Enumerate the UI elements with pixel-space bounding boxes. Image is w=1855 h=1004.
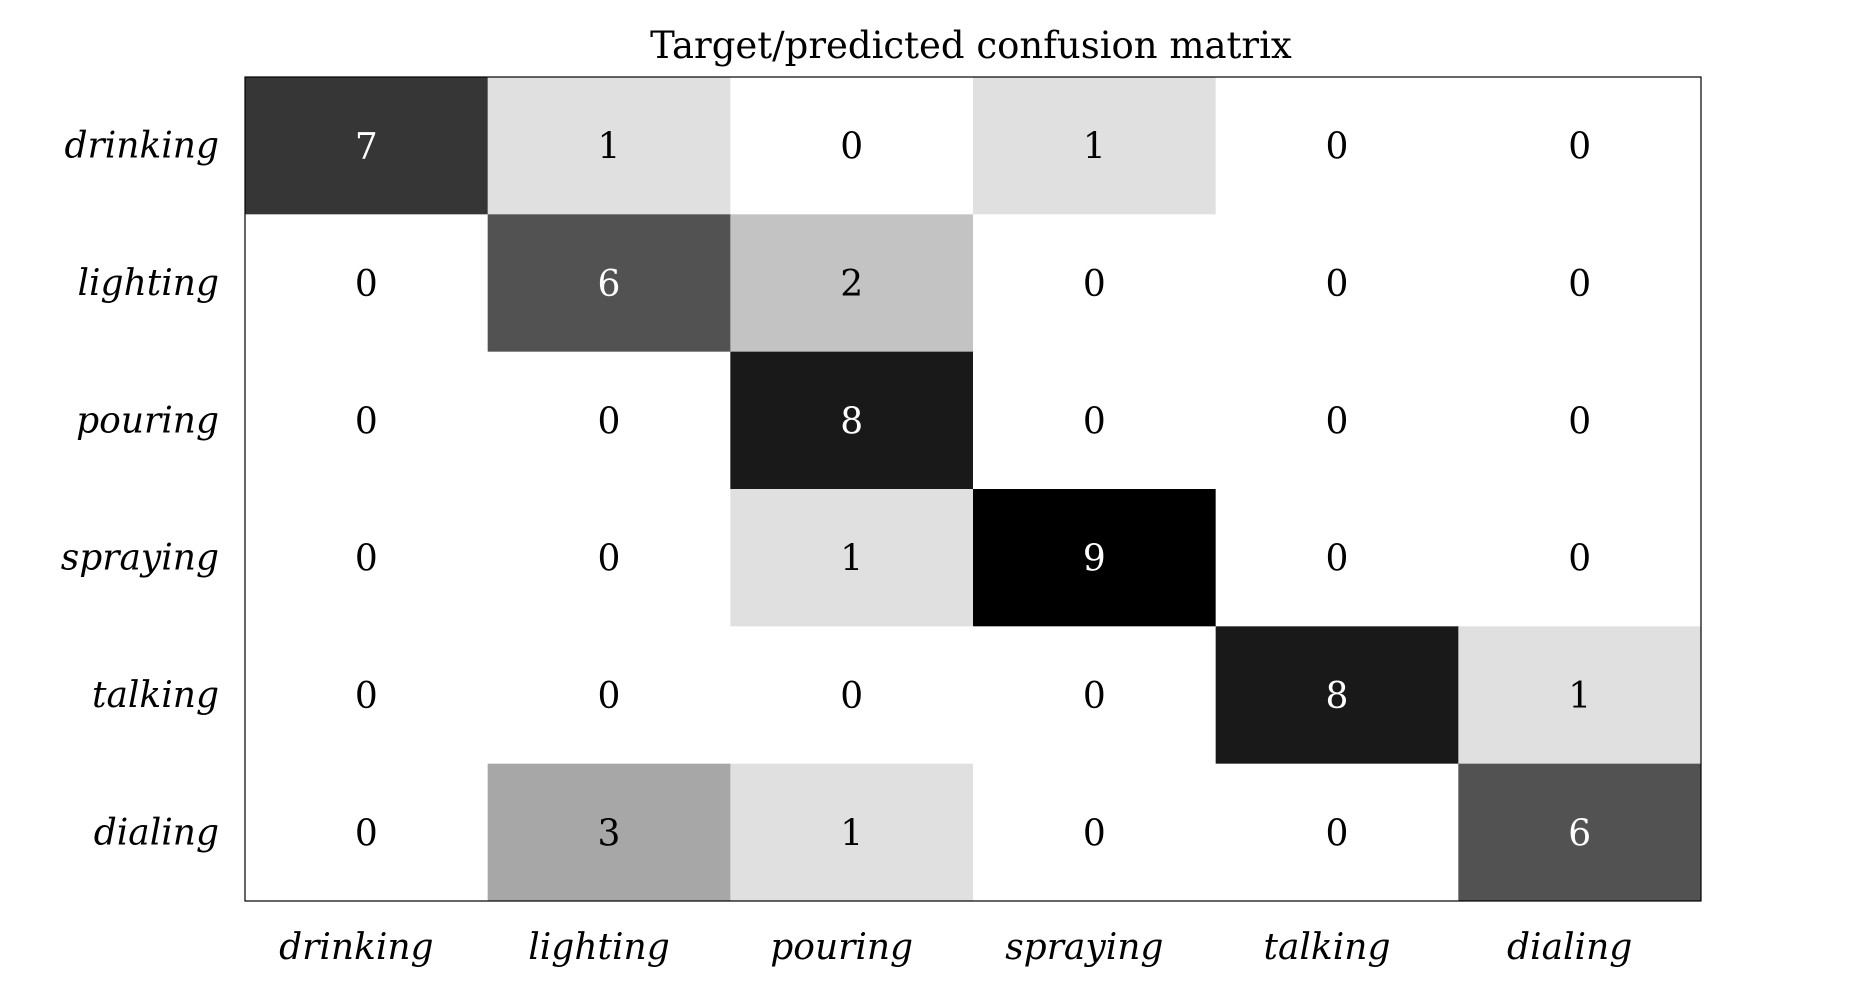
matrix-cell-lighting-dialing	[1458, 214, 1702, 353]
matrix-value-label: 0	[1083, 676, 1106, 717]
matrix-value-labels: 7 1 0 1 0 0 0 6 2 0 0 0 0 0 8 0 0 0 0 0 1 9 0 0 0 0 0 0 8 1 0 3 1 0 0 6	[355, 127, 1591, 855]
matrix-value-label: 0	[1568, 264, 1591, 305]
matrix-value-label: 0	[1568, 401, 1591, 442]
matrix-cell-spraying-lighting	[487, 489, 731, 627]
matrix-cell-pouring-talking	[1215, 351, 1459, 490]
column-label-talking: talking	[1263, 927, 1390, 968]
matrix-cell-pouring-dialing	[1458, 351, 1702, 490]
row-label-dialing: dialing	[94, 812, 219, 853]
column-label-drinking: drinking	[279, 927, 434, 968]
matrix-cell-drinking-spraying	[973, 77, 1217, 215]
matrix-cell-lighting-pouring	[730, 214, 974, 353]
chart-title: Target/predicted confusion matrix	[650, 24, 1292, 67]
matrix-value-label: 1	[1083, 127, 1106, 168]
matrix-cell-talking-spraying	[973, 626, 1217, 765]
matrix-value-label: 2	[840, 264, 863, 305]
column-labels: drinking lighting pouring spraying talking di…	[279, 927, 1632, 968]
matrix-cell-lighting-talking	[1215, 214, 1459, 353]
column-label-pouring: pouring	[770, 927, 913, 968]
matrix-value-label: 3	[598, 813, 621, 854]
column-label-dialing: dialing	[1507, 927, 1632, 968]
matrix-value-label: 1	[840, 813, 863, 854]
matrix-cell-spraying-talking	[1215, 489, 1459, 627]
row-label-drinking: drinking	[64, 126, 219, 167]
matrix-value-label: 1	[840, 539, 863, 580]
matrix-value-label: 0	[355, 401, 378, 442]
matrix-value-label: 0	[840, 127, 863, 168]
matrix-cell-pouring-spraying	[973, 351, 1217, 490]
matrix-value-label: 0	[1326, 401, 1349, 442]
matrix-cell-spraying-pouring	[730, 489, 974, 627]
matrix-cell-lighting-spraying	[973, 214, 1217, 353]
matrix-value-label: 8	[840, 401, 863, 442]
matrix-cell-spraying-dialing	[1458, 489, 1702, 627]
matrix-value-label: 0	[598, 401, 621, 442]
matrix-cell-talking-dialing	[1458, 626, 1702, 765]
matrix-cell-talking-pouring	[730, 626, 974, 765]
matrix-cell-dialing-pouring	[730, 763, 974, 902]
matrix-cell-drinking-talking	[1215, 77, 1459, 215]
matrix-value-label: 1	[598, 127, 621, 168]
matrix-value-label: 0	[598, 676, 621, 717]
matrix-value-label: 1	[1568, 676, 1591, 717]
row-label-spraying: spraying	[61, 538, 219, 579]
matrix-cell-talking-talking	[1215, 626, 1459, 765]
matrix-cell-lighting-lighting	[487, 214, 731, 353]
matrix-value-label: 6	[1568, 813, 1591, 854]
row-label-talking: talking	[92, 675, 219, 716]
matrix-cell-pouring-pouring	[730, 351, 974, 490]
matrix-cell-pouring-lighting	[487, 351, 731, 490]
matrix-cell-talking-lighting	[487, 626, 731, 765]
matrix-cell-dialing-talking	[1215, 763, 1459, 902]
matrix-cell-pouring-drinking	[245, 351, 489, 490]
matrix-value-label: 7	[355, 127, 378, 168]
matrix-cell-dialing-dialing	[1458, 763, 1702, 902]
matrix-cell-drinking-dialing	[1458, 77, 1702, 215]
matrix-value-label: 0	[1326, 127, 1349, 168]
matrix-cell-spraying-drinking	[245, 489, 489, 627]
matrix-value-label: 0	[355, 813, 378, 854]
matrix-value-label: 9	[1083, 539, 1106, 580]
column-label-spraying: spraying	[1005, 927, 1163, 968]
matrix-value-label: 0	[1083, 813, 1106, 854]
matrix-cell-spraying-spraying	[973, 489, 1217, 627]
row-label-pouring: pouring	[76, 400, 219, 441]
matrix-value-label: 0	[1568, 127, 1591, 168]
row-label-lighting: lighting	[78, 263, 219, 304]
matrix-value-label: 0	[1083, 401, 1106, 442]
matrix-value-label: 0	[355, 676, 378, 717]
matrix-cell-drinking-pouring	[730, 77, 974, 215]
matrix-value-label: 0	[1568, 539, 1591, 580]
matrix-cell-lighting-drinking	[245, 214, 489, 353]
matrix-cell-talking-drinking	[245, 626, 489, 765]
matrix-cells	[245, 77, 1702, 902]
matrix-cell-dialing-lighting	[487, 763, 731, 902]
matrix-value-label: 0	[840, 676, 863, 717]
matrix-value-label: 0	[1326, 264, 1349, 305]
matrix-cell-drinking-drinking	[245, 77, 489, 215]
matrix-cell-drinking-lighting	[487, 77, 731, 215]
matrix-value-label: 0	[1083, 264, 1106, 305]
matrix-cell-dialing-drinking	[245, 763, 489, 902]
matrix-value-label: 8	[1326, 676, 1349, 717]
matrix-cell-dialing-spraying	[973, 763, 1217, 902]
matrix-value-label: 0	[1326, 813, 1349, 854]
matrix-value-label: 0	[355, 539, 378, 580]
matrix-value-label: 6	[598, 264, 621, 305]
row-labels: drinking lighting pouring spraying talking di…	[61, 126, 219, 854]
column-label-lighting: lighting	[528, 927, 669, 968]
matrix-value-label: 0	[355, 264, 378, 305]
plot-frame	[244, 76, 1702, 902]
matrix-value-label: 0	[1326, 539, 1349, 580]
matrix-value-label: 0	[598, 539, 621, 580]
